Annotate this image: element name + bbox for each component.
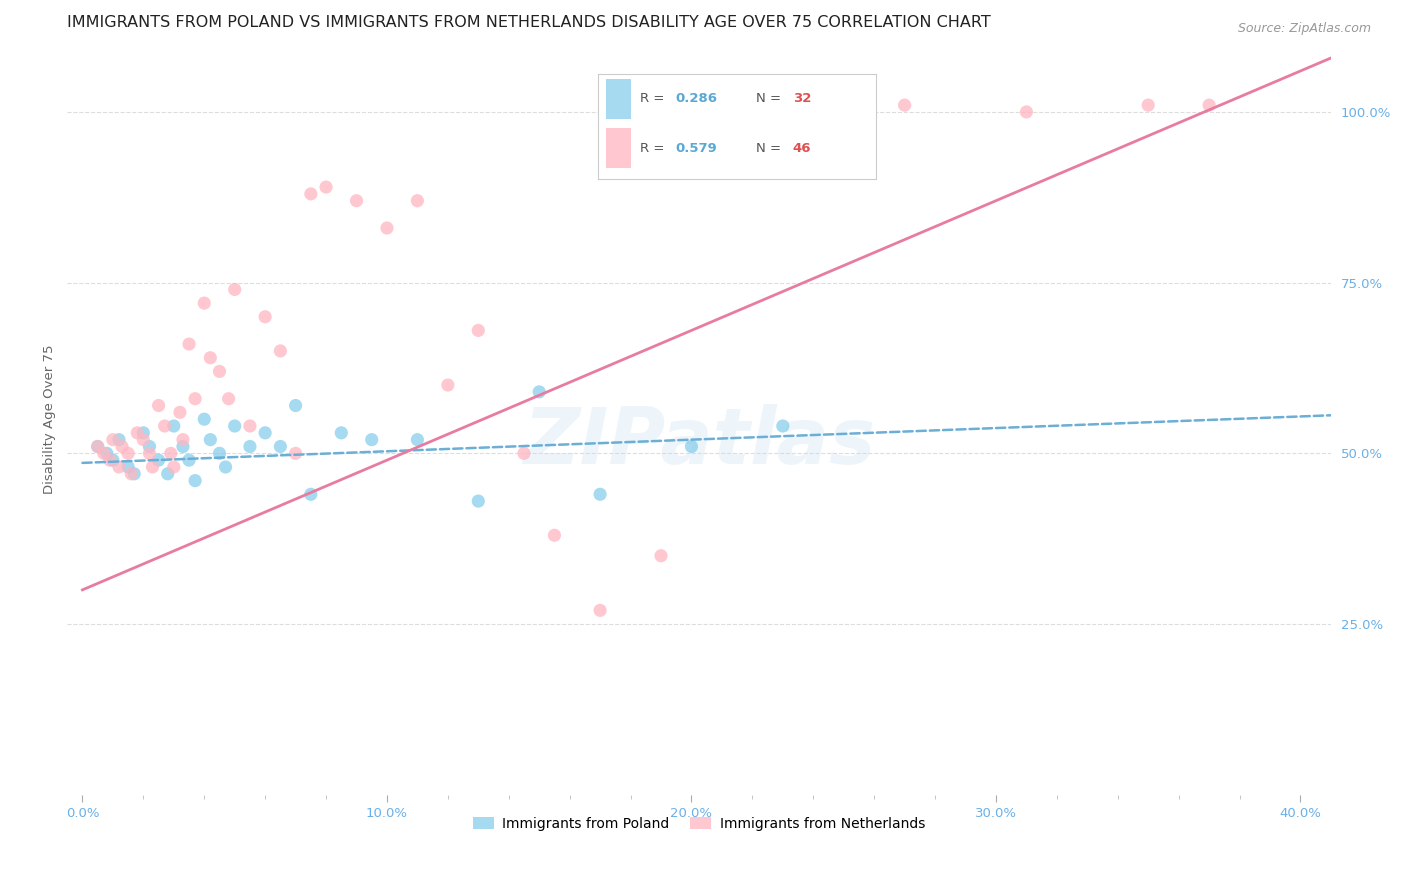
Point	[117, 460, 139, 475]
Point	[589, 487, 612, 501]
Legend: Immigrants from Poland, Immigrants from Netherlands: Immigrants from Poland, Immigrants from …	[468, 812, 931, 837]
Y-axis label: Disability Age Over 75: Disability Age Over 75	[44, 344, 56, 494]
Point	[214, 460, 236, 475]
Point	[254, 425, 277, 440]
Point	[224, 419, 246, 434]
Point	[710, 104, 733, 119]
Point	[801, 98, 824, 112]
Point	[122, 467, 145, 481]
Point	[299, 487, 322, 501]
Point	[132, 425, 155, 440]
Point	[218, 392, 240, 406]
Point	[169, 405, 191, 419]
Point	[200, 433, 222, 447]
Point	[254, 310, 277, 324]
Point	[1015, 104, 1038, 119]
Point	[132, 433, 155, 447]
Point	[467, 494, 489, 508]
Point	[108, 433, 131, 447]
Point	[193, 412, 215, 426]
Point	[1198, 98, 1220, 112]
Point	[86, 440, 108, 454]
Point	[284, 399, 307, 413]
Point	[101, 453, 124, 467]
Point	[208, 364, 231, 378]
Point	[284, 446, 307, 460]
Point	[172, 440, 194, 454]
Point	[148, 453, 170, 467]
Text: IMMIGRANTS FROM POLAND VS IMMIGRANTS FROM NETHERLANDS DISABILITY AGE OVER 75 COR: IMMIGRANTS FROM POLAND VS IMMIGRANTS FRO…	[67, 15, 991, 30]
Point	[406, 433, 429, 447]
Point	[224, 283, 246, 297]
Text: ZIPatlas: ZIPatlas	[523, 404, 875, 480]
Point	[330, 425, 353, 440]
Point	[148, 399, 170, 413]
Point	[239, 419, 262, 434]
Point	[269, 440, 291, 454]
Point	[141, 460, 163, 475]
Point	[437, 378, 460, 392]
Point	[193, 296, 215, 310]
Point	[269, 343, 291, 358]
Point	[86, 440, 108, 454]
Point	[467, 323, 489, 337]
Point	[543, 528, 565, 542]
Point	[239, 440, 262, 454]
Point	[163, 460, 186, 475]
Text: Source: ZipAtlas.com: Source: ZipAtlas.com	[1237, 22, 1371, 36]
Point	[120, 467, 142, 481]
Point	[96, 446, 118, 460]
Point	[98, 453, 121, 467]
Point	[1137, 98, 1160, 112]
Point	[101, 433, 124, 447]
Point	[513, 446, 536, 460]
Point	[117, 446, 139, 460]
Point	[315, 180, 337, 194]
Point	[406, 194, 429, 208]
Point	[153, 419, 176, 434]
Point	[177, 337, 200, 351]
Point	[127, 425, 149, 440]
Point	[177, 453, 200, 467]
Point	[138, 446, 160, 460]
Point	[208, 446, 231, 460]
Point	[184, 474, 207, 488]
Point	[893, 98, 915, 112]
Point	[681, 440, 703, 454]
Point	[184, 392, 207, 406]
Point	[375, 221, 398, 235]
Point	[108, 460, 131, 475]
Point	[93, 446, 115, 460]
Point	[156, 467, 179, 481]
Point	[360, 433, 382, 447]
Point	[346, 194, 368, 208]
Point	[772, 419, 794, 434]
Point	[200, 351, 222, 365]
Point	[529, 384, 551, 399]
Point	[138, 440, 160, 454]
Point	[589, 603, 612, 617]
Point	[159, 446, 181, 460]
Point	[172, 433, 194, 447]
Point	[299, 186, 322, 201]
Point	[163, 419, 186, 434]
Point	[650, 549, 672, 563]
Point	[111, 440, 134, 454]
